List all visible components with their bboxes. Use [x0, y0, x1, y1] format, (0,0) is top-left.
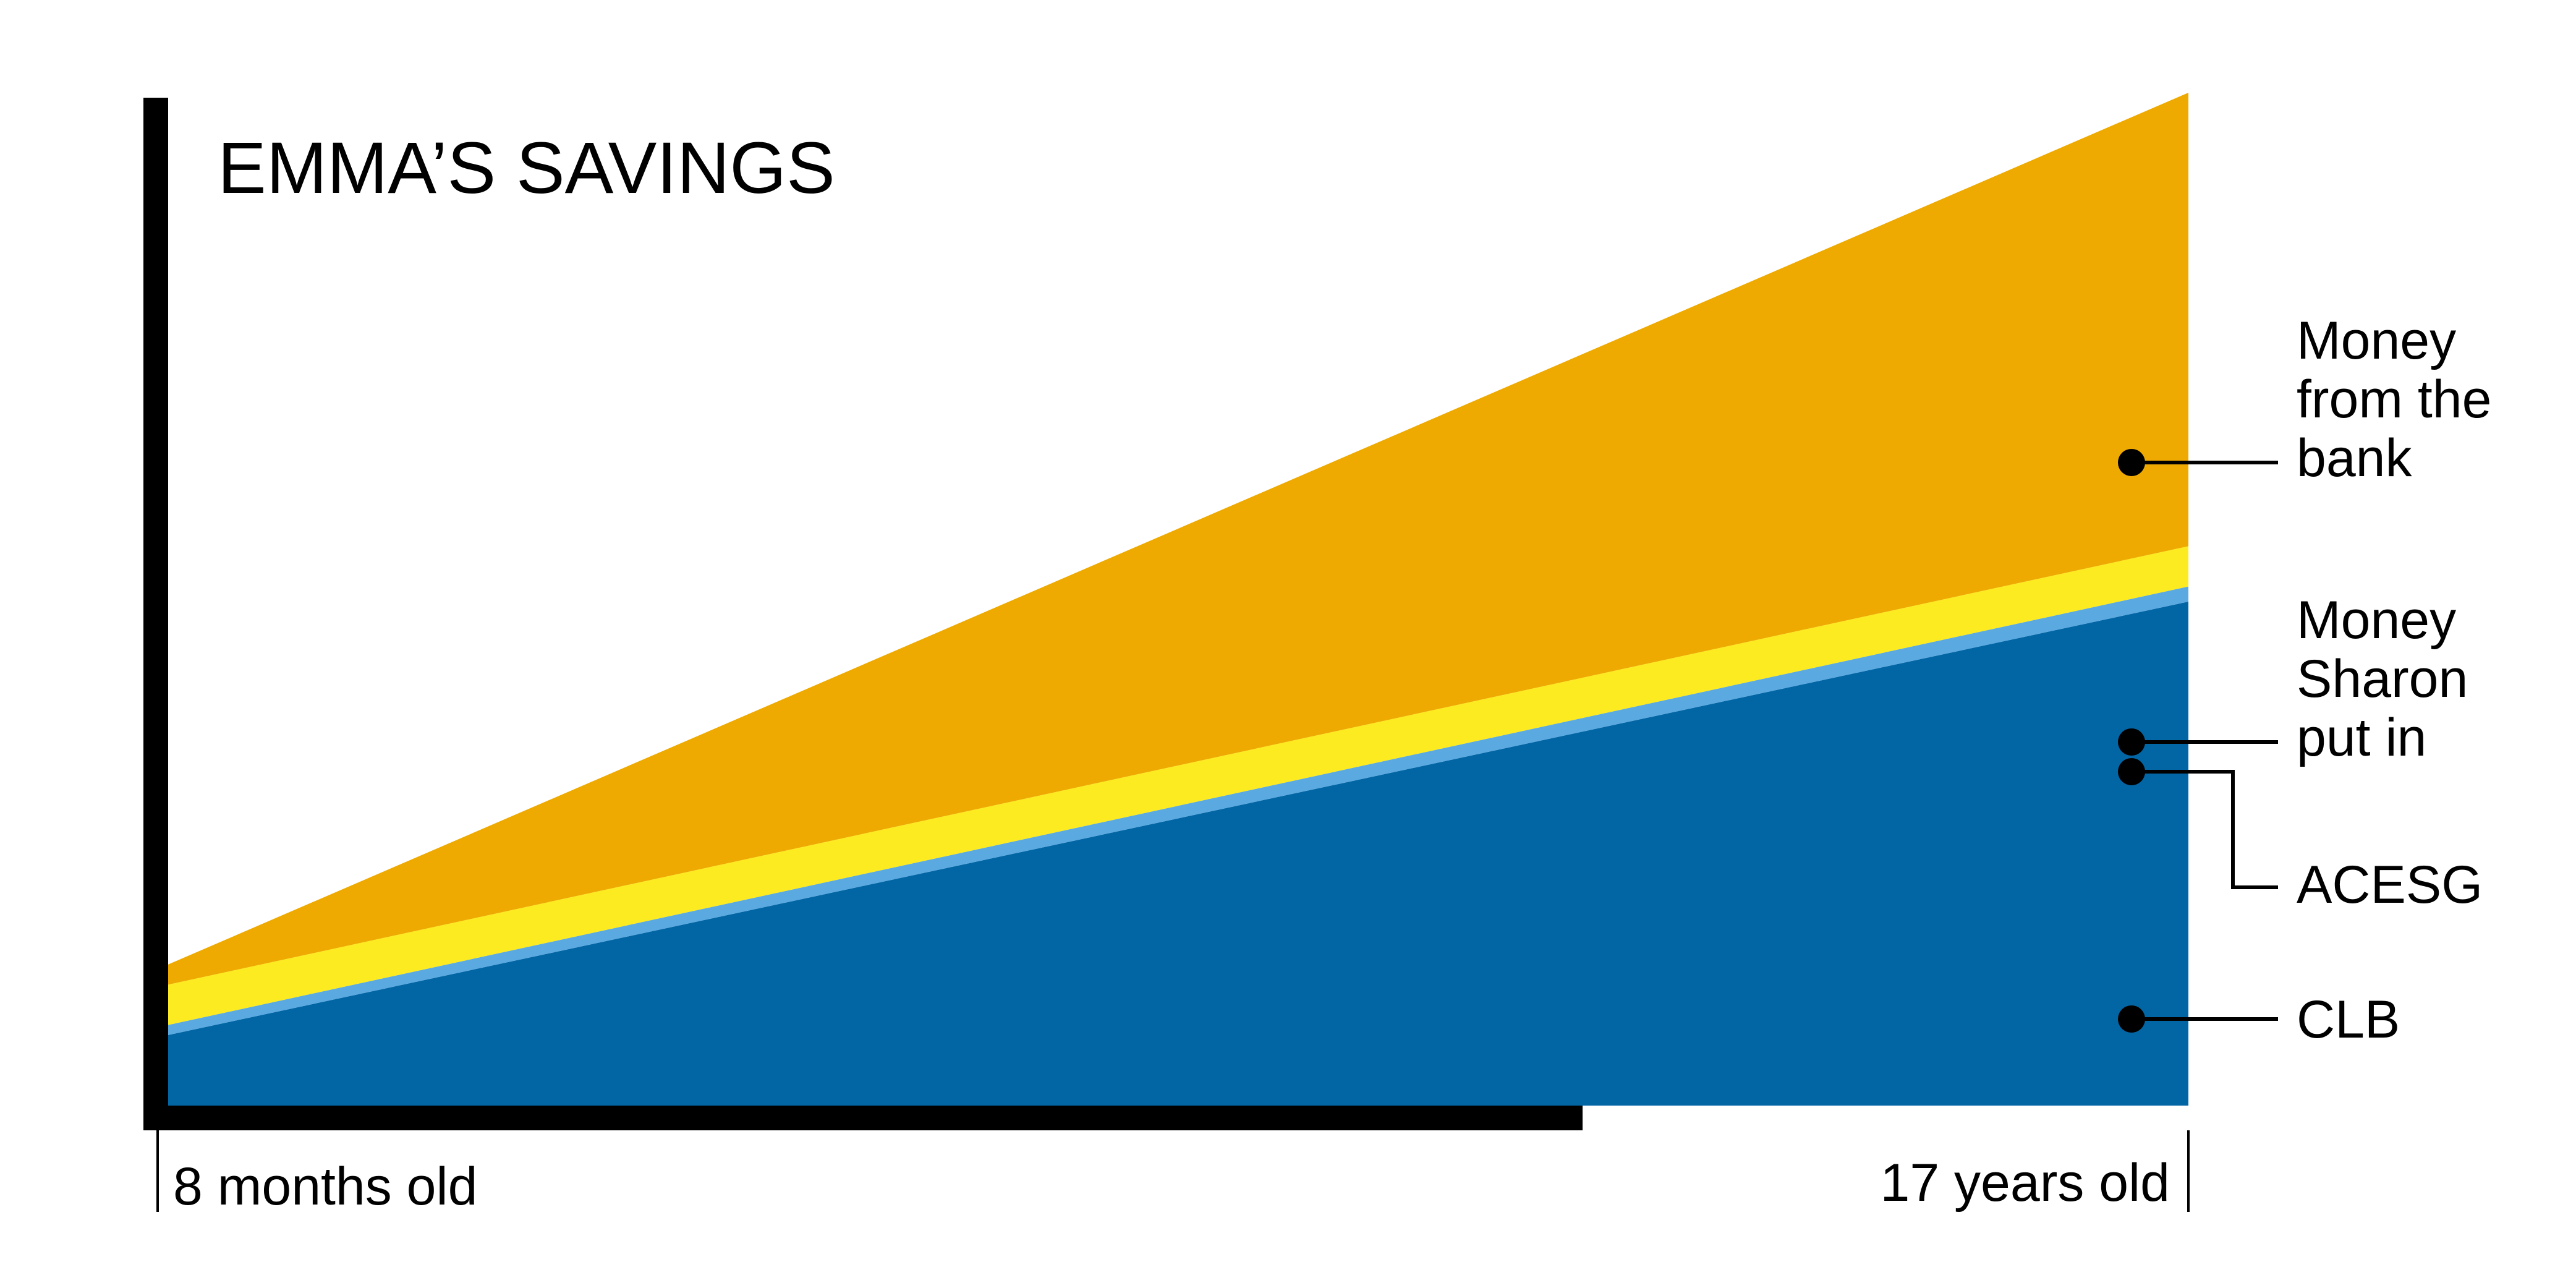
- legend-acesg-label: ACESG: [2297, 855, 2483, 915]
- legend-bank-line-3: bank: [2297, 429, 2412, 488]
- area-series-money-sharon-put-in: [168, 546, 2188, 1025]
- y-axis: [143, 98, 168, 1130]
- area-series-money-from-the-bank: [168, 92, 2188, 985]
- legend-bank-label: Money from the bank: [2297, 311, 2506, 488]
- x-axis: [143, 1106, 1583, 1130]
- legend-sharon: Money Sharon put in: [2118, 591, 2483, 767]
- legend-bank: Money from the bank: [2118, 311, 2506, 488]
- area-series-acesg: [168, 586, 2188, 1035]
- legend-sharon-line-2: Sharon: [2297, 649, 2468, 709]
- area-layers: [168, 92, 2188, 1106]
- legend-sharon-label: Money Sharon put in: [2297, 591, 2483, 767]
- legend-acesg-leader: [2132, 770, 2278, 889]
- legend-acesg: ACESG: [2118, 758, 2483, 915]
- legend-sharon-line-1: Money: [2297, 591, 2456, 650]
- x-tick-label-start: 8 months old: [173, 1157, 477, 1216]
- x-tick-label-end: 17 years old: [1880, 1153, 2170, 1213]
- legend-clb-label: CLB: [2297, 990, 2400, 1049]
- chart-title: EMMA’S SAVINGS: [218, 127, 835, 209]
- legend-bank-line-2: from the: [2297, 370, 2491, 429]
- area-series-clb: [168, 602, 2188, 1106]
- legend-clb: CLB: [2118, 990, 2400, 1049]
- legend-sharon-line-3: put in: [2297, 708, 2426, 767]
- legend-bank-line-1: Money: [2297, 311, 2456, 370]
